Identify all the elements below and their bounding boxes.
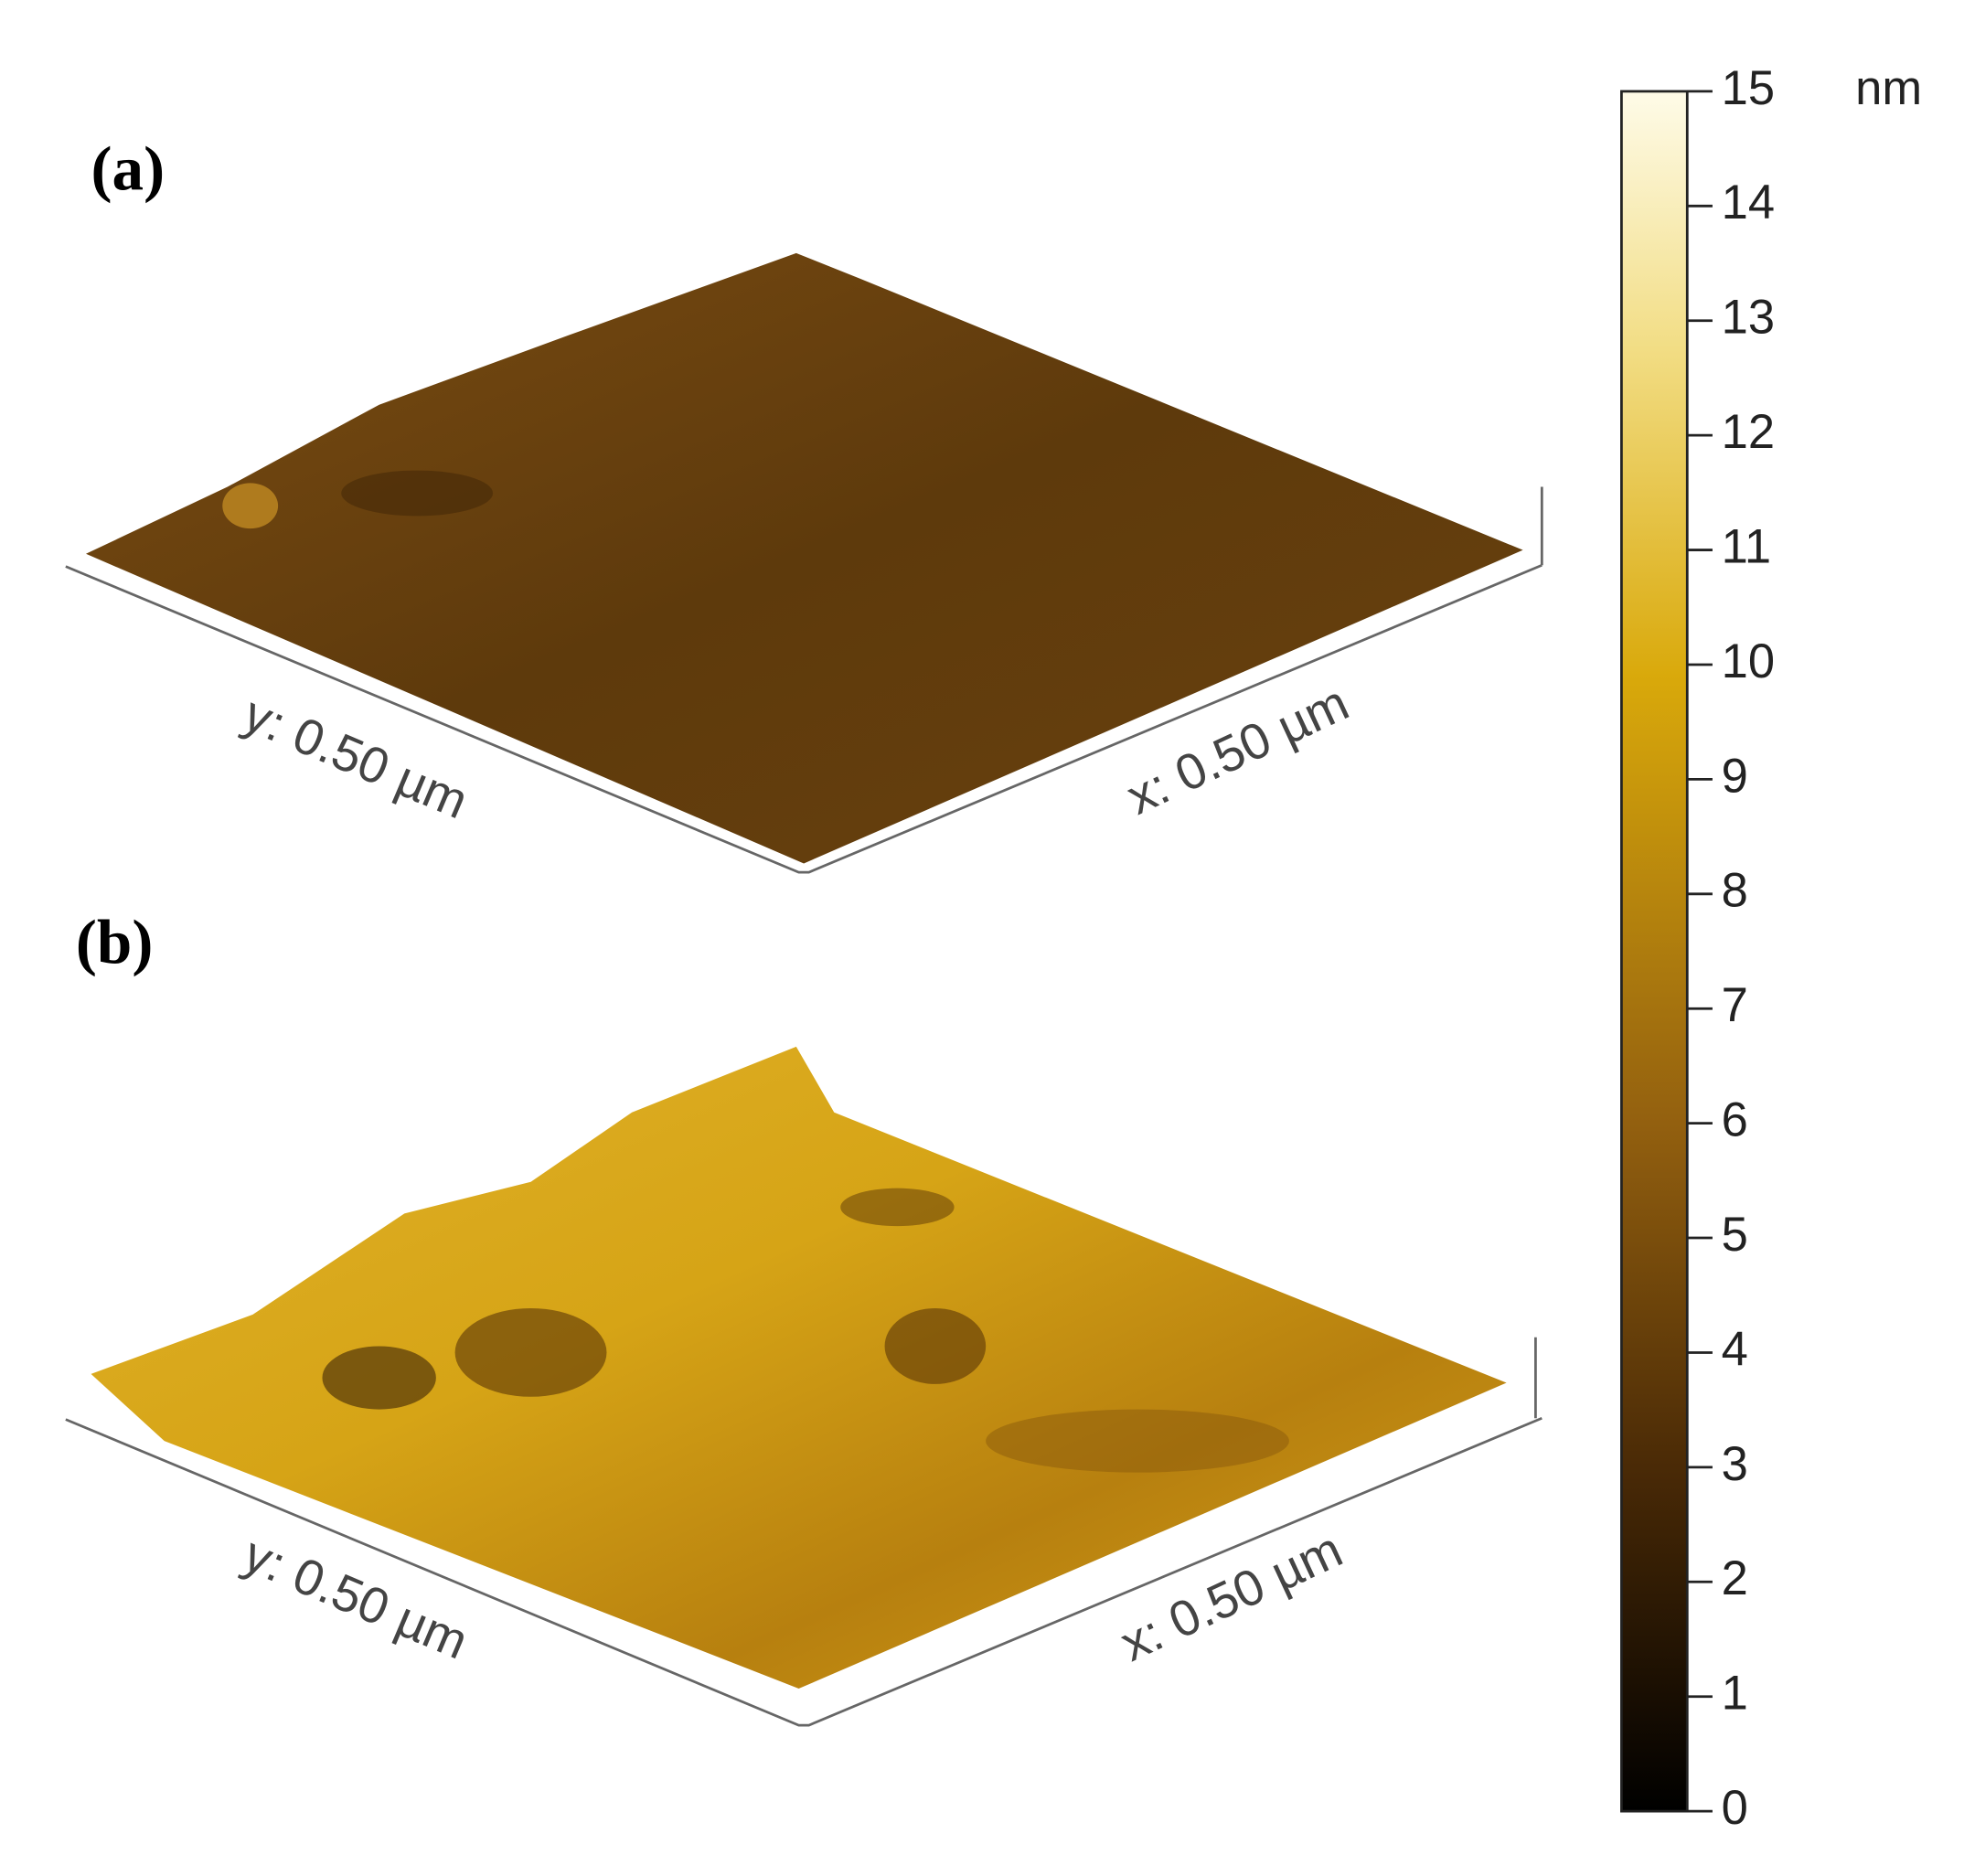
tick-label: 9 (1722, 749, 1748, 803)
axis-frame (65, 1416, 1542, 1727)
panel-label: (b) (76, 907, 153, 977)
surface-feature (322, 1346, 436, 1410)
tick-label: 6 (1722, 1093, 1748, 1147)
tick-label: 12 (1722, 405, 1775, 459)
tick-label: 3 (1722, 1437, 1748, 1491)
tick-label: 11 (1722, 519, 1772, 573)
tick-label: 2 (1722, 1551, 1748, 1605)
surface (91, 1046, 1507, 1689)
tick-label: 5 (1722, 1208, 1748, 1262)
colorbar-unit: nm (1855, 61, 1922, 115)
tick-label: 14 (1722, 176, 1775, 229)
panel-label: (a) (91, 133, 165, 204)
x-axis-label: x: 0.50 µm (1112, 1520, 1350, 1672)
tick-label: 10 (1722, 634, 1775, 688)
tick-label: 4 (1722, 1322, 1748, 1376)
surface (85, 252, 1523, 864)
colorbar (1620, 90, 1689, 1813)
tick-label: 15 (1722, 61, 1775, 115)
tick-label: 8 (1722, 864, 1748, 918)
surface-feature (341, 470, 494, 517)
axis-frame (65, 563, 1542, 874)
tick-label: 0 (1722, 1781, 1748, 1835)
surface-feature (454, 1307, 607, 1397)
surface-feature (986, 1409, 1289, 1473)
y-axis-label: y: 0.50 µm (236, 685, 476, 829)
surface-feature (884, 1307, 987, 1384)
tick-label: 13 (1722, 291, 1775, 345)
tick-label: 7 (1722, 978, 1748, 1032)
tick-label: 1 (1722, 1667, 1748, 1721)
surface-feature (222, 483, 279, 529)
surface-feature (840, 1188, 955, 1227)
